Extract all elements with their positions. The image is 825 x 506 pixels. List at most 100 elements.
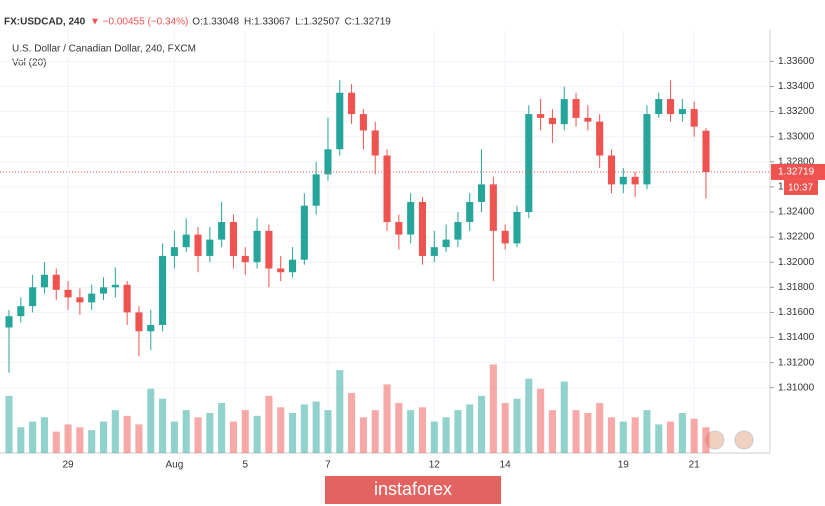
candle-body <box>430 247 438 256</box>
volume-label: Vol (20) <box>12 58 46 69</box>
volume-bar <box>17 427 25 453</box>
volume-bar <box>667 421 675 453</box>
volume-bar <box>678 413 686 453</box>
candle-body <box>88 293 96 303</box>
volume-bar <box>596 403 604 453</box>
candle-body <box>395 222 403 235</box>
volume-bar <box>88 430 96 453</box>
volume-bar <box>194 417 202 453</box>
candle-body <box>513 212 521 244</box>
volume-bar <box>548 410 556 453</box>
candle-body <box>489 184 497 231</box>
candle-body <box>383 155 391 223</box>
x-tick-label: 5 <box>242 460 248 471</box>
volume-bar <box>288 413 297 453</box>
volume-bar <box>336 370 344 453</box>
candle-body <box>300 205 308 260</box>
volume-bar <box>359 417 367 453</box>
candle-body <box>501 230 509 244</box>
candle-body <box>454 222 462 240</box>
candle-body <box>537 114 545 118</box>
x-tick-label: 21 <box>689 460 701 471</box>
volume-bar <box>466 404 474 453</box>
candle-body <box>52 274 60 290</box>
candle-body <box>229 222 238 256</box>
volume-bar <box>489 364 497 453</box>
volume-bar <box>643 410 651 453</box>
volume-bar <box>253 415 261 453</box>
volume-bar <box>312 401 320 453</box>
candle-body <box>312 174 320 206</box>
candle-body <box>407 201 415 235</box>
volume-bar <box>277 407 285 453</box>
candle-body <box>667 99 675 115</box>
candle-body <box>277 268 285 273</box>
volume-bar <box>111 410 119 453</box>
volume-bar <box>123 415 131 453</box>
candle-body <box>655 99 663 115</box>
volume-bar <box>135 424 143 453</box>
candle-body <box>631 176 639 185</box>
volume-bar <box>572 410 580 453</box>
candle-body <box>17 306 25 317</box>
candle-body <box>371 130 379 156</box>
candle-body <box>218 222 226 240</box>
change: ▼ −0.00455 (−0.34%) <box>90 17 188 28</box>
volume-bar <box>29 421 37 453</box>
candle-body <box>159 255 167 325</box>
candle-body <box>241 255 249 263</box>
candle-body <box>64 289 72 298</box>
volume-bar <box>52 431 60 453</box>
countdown-tag <box>784 179 818 195</box>
volume-bar <box>525 378 533 453</box>
price-tag <box>771 163 825 180</box>
y-tick-label: 1.31400 <box>778 332 815 343</box>
candle-body <box>147 324 155 332</box>
candle-body <box>324 149 332 175</box>
volume-bar <box>64 424 72 453</box>
volume-bar <box>607 417 616 453</box>
candle-body <box>643 114 651 185</box>
volume-bar <box>395 403 403 453</box>
volume-bar <box>619 421 627 453</box>
y-tick-label: 1.31200 <box>778 357 815 368</box>
volume-bar <box>702 427 710 453</box>
candle-body <box>607 155 616 185</box>
volume-bar <box>229 421 238 453</box>
candle-body <box>560 99 568 125</box>
volume-bar <box>159 398 167 453</box>
x-tick-label: 14 <box>500 460 512 471</box>
x-tick-label: 19 <box>618 460 630 471</box>
candle-body <box>584 117 592 122</box>
candle-body <box>111 284 119 288</box>
candle-body <box>5 316 13 328</box>
y-tick-label: 1.31800 <box>778 282 815 293</box>
volume-bar <box>300 404 308 453</box>
volume-bar <box>383 384 391 453</box>
candle-body <box>359 114 367 131</box>
event-icon <box>734 430 754 450</box>
brand: instaforex <box>374 479 452 499</box>
volume-bar <box>76 427 84 453</box>
volume-bar <box>537 388 545 453</box>
candle-body <box>170 247 178 256</box>
volume-bar <box>631 417 639 453</box>
volume-bar <box>442 417 450 453</box>
candle-body <box>194 234 202 256</box>
price-tag-label: 1.32719 <box>778 167 815 178</box>
countdown: 10:37 <box>788 183 813 194</box>
candle-body <box>525 114 533 213</box>
y-tick-label: 1.32400 <box>778 207 815 218</box>
candle-body <box>253 230 261 263</box>
volume-bar <box>5 395 13 453</box>
volume-bar <box>477 395 486 453</box>
candle-body <box>40 274 48 288</box>
volume-bar <box>584 413 592 453</box>
y-tick-label: 1.33200 <box>778 106 815 117</box>
ohlc-label: L:1.32507 <box>295 17 340 28</box>
volume-bar <box>265 395 273 453</box>
candle-body <box>76 297 84 303</box>
candle-body <box>123 284 131 313</box>
candle-body <box>288 259 297 273</box>
